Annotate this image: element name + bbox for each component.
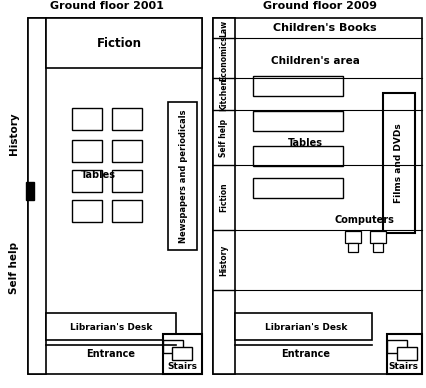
Bar xyxy=(46,18,201,68)
Bar xyxy=(112,170,142,192)
Bar xyxy=(112,140,142,162)
Bar xyxy=(168,102,196,250)
Bar xyxy=(344,231,360,243)
Bar xyxy=(213,18,234,374)
Text: Self help: Self help xyxy=(219,119,228,157)
Text: Ground floor 2001: Ground floor 2001 xyxy=(50,2,164,11)
Bar xyxy=(28,18,46,374)
Bar xyxy=(252,146,342,166)
Bar xyxy=(252,178,342,198)
Bar xyxy=(252,111,342,131)
Text: Kitchen: Kitchen xyxy=(219,78,228,111)
Bar xyxy=(172,347,192,360)
Text: Law: Law xyxy=(219,20,228,37)
Bar xyxy=(372,243,382,252)
Bar xyxy=(72,140,102,162)
Bar xyxy=(382,93,414,233)
Text: Children's area: Children's area xyxy=(271,56,360,66)
Bar xyxy=(347,243,357,252)
Text: Stairs: Stairs xyxy=(388,362,418,371)
Bar xyxy=(396,347,416,360)
Bar xyxy=(72,200,102,222)
Text: Fiction: Fiction xyxy=(219,183,228,213)
Text: Ground floor 2009: Ground floor 2009 xyxy=(262,2,376,11)
Text: Tables: Tables xyxy=(287,138,322,148)
Bar xyxy=(163,340,183,353)
Text: Tables: Tables xyxy=(81,170,115,180)
Text: Self help: Self help xyxy=(9,242,19,294)
Text: Librarian's Desk: Librarian's Desk xyxy=(264,322,346,332)
Bar xyxy=(252,76,342,96)
Bar xyxy=(112,108,142,130)
Bar xyxy=(234,313,371,340)
Text: Librarian's Desk: Librarian's Desk xyxy=(70,322,152,332)
Bar xyxy=(386,334,421,374)
Bar xyxy=(46,313,176,340)
Bar xyxy=(26,182,34,200)
Text: History: History xyxy=(219,244,228,276)
Bar xyxy=(72,170,102,192)
Text: Entrance: Entrance xyxy=(86,349,135,359)
Bar xyxy=(369,231,385,243)
Text: History: History xyxy=(9,112,19,154)
Bar xyxy=(163,334,201,374)
Bar xyxy=(72,108,102,130)
Bar xyxy=(28,18,201,374)
Text: Films and DVDs: Films and DVDs xyxy=(393,123,403,203)
Text: Children's Books: Children's Books xyxy=(273,23,376,33)
Text: Entrance: Entrance xyxy=(281,349,330,359)
Text: Newspapers and periodicals: Newspapers and periodicals xyxy=(178,109,187,243)
Text: Stairs: Stairs xyxy=(167,362,196,371)
Bar xyxy=(213,18,421,374)
Text: Fiction: Fiction xyxy=(96,37,141,50)
Text: Computers: Computers xyxy=(334,215,394,225)
Bar xyxy=(386,340,406,353)
Text: Economics: Economics xyxy=(219,35,228,81)
Bar xyxy=(112,200,142,222)
